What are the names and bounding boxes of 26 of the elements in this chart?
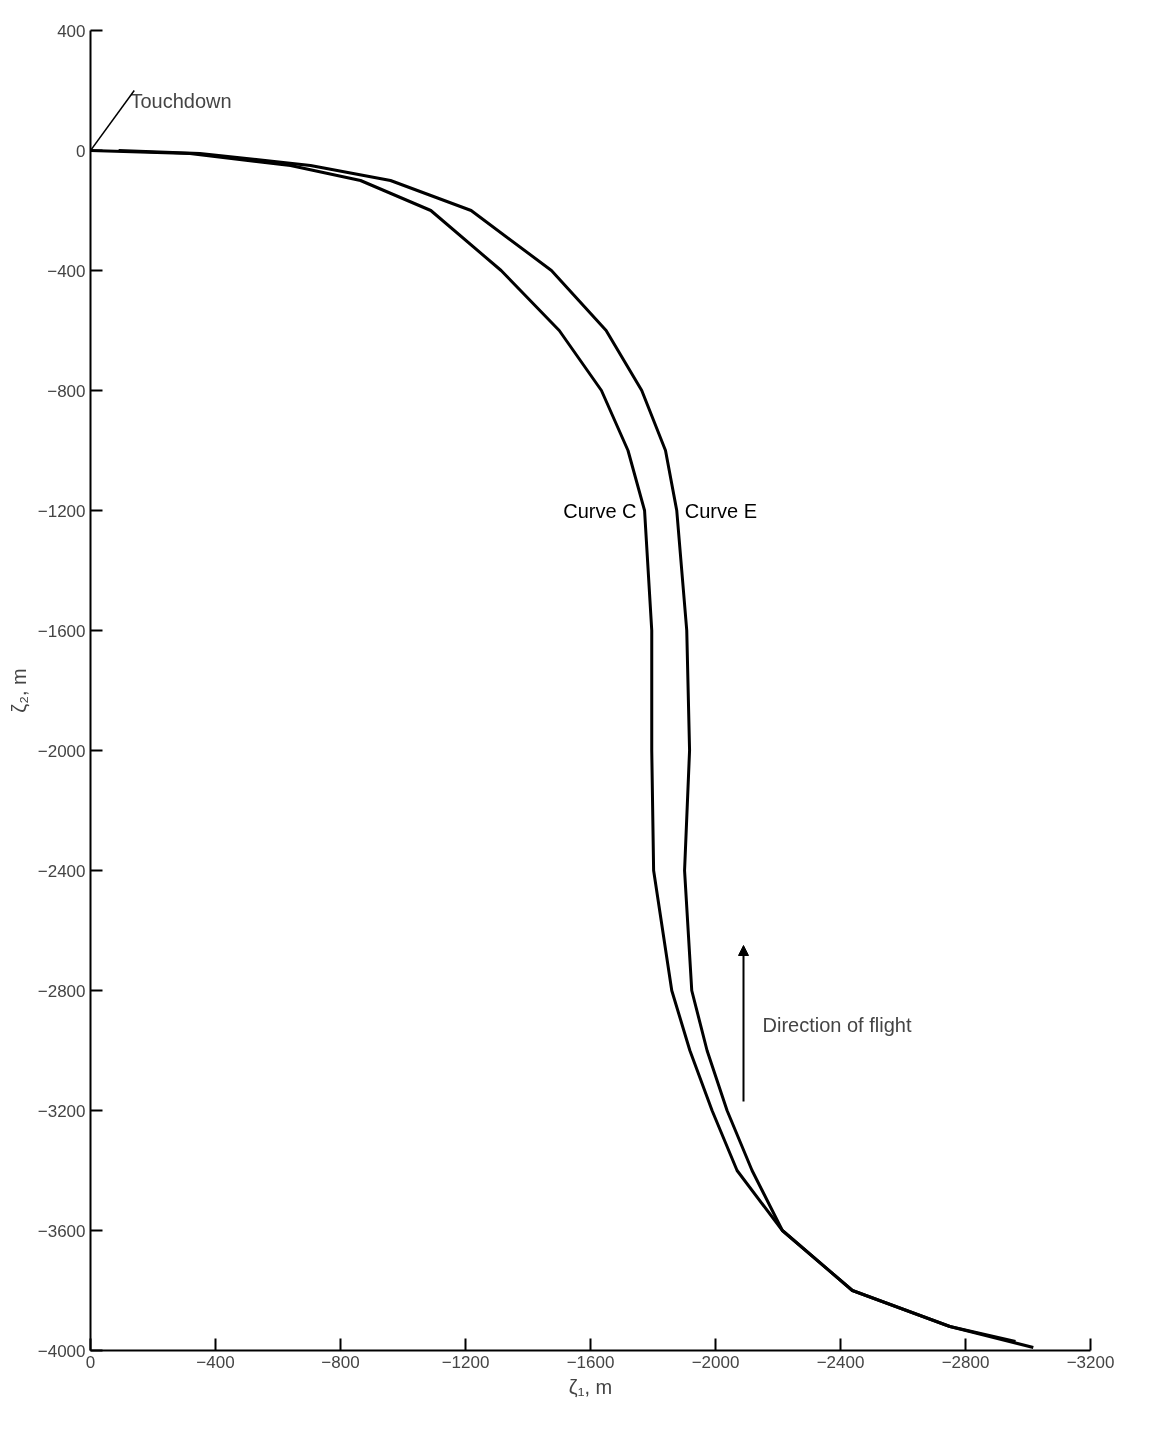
y-tick-label: −2400	[37, 861, 86, 881]
x-tick-label: −1200	[441, 1352, 490, 1372]
x-axis-title: ζ₁, m	[568, 1375, 613, 1398]
y-tick-label: −3200	[37, 1101, 86, 1121]
y-tick-label: −800	[47, 381, 86, 401]
annotation: Direction of flight	[762, 1013, 912, 1036]
series-label: Curve C	[563, 499, 637, 522]
y-tick-label: −2000	[37, 741, 86, 761]
y-tick-label: 400	[57, 21, 86, 41]
x-tick-label: −3200	[1066, 1352, 1115, 1372]
y-tick-label: −1200	[37, 501, 86, 521]
y-tick-label: −1600	[37, 621, 86, 641]
x-tick-label: −400	[196, 1352, 235, 1372]
x-tick-label: −1600	[566, 1352, 615, 1372]
y-axis-title: ζ₂, m	[7, 668, 30, 713]
y-tick-label: −4000	[37, 1341, 86, 1361]
y-tick-label: 0	[76, 141, 86, 161]
y-tick-label: −3600	[37, 1221, 86, 1241]
annotation: Touchdown	[130, 89, 232, 112]
x-tick-label: −2800	[941, 1352, 990, 1372]
series-label: Curve E	[684, 499, 757, 522]
x-tick-label: −2400	[816, 1352, 865, 1372]
x-tick-label: −2000	[691, 1352, 740, 1372]
y-tick-label: −400	[47, 261, 86, 281]
x-tick-label: −800	[321, 1352, 360, 1372]
y-tick-label: −2800	[37, 981, 86, 1001]
